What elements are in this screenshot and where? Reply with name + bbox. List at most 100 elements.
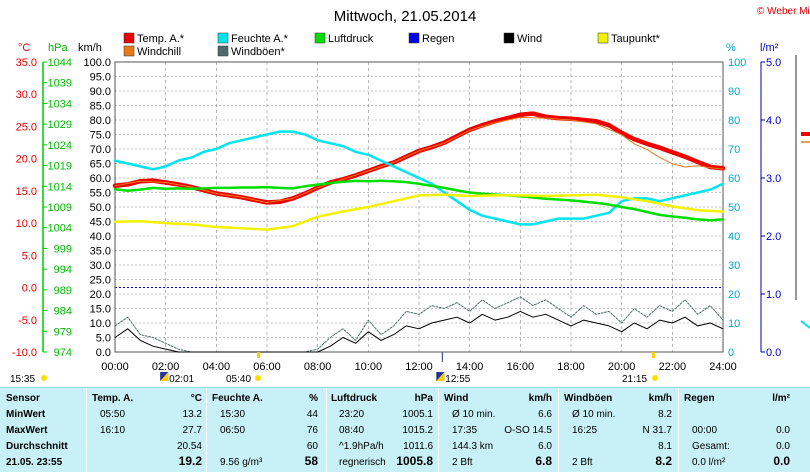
wind-tick-label: 70.0 <box>90 144 111 156</box>
moonset-label: 12:55 <box>445 374 470 385</box>
stat-value-gust: N 31.7 <box>642 425 672 436</box>
sunrise-dot <box>255 375 261 381</box>
humidity-tick-label: 30 <box>728 260 740 272</box>
temp-tick-label: 5.0 <box>22 250 37 262</box>
rain-tick-label: 0.0 <box>766 347 781 359</box>
stat-detail-hum: 9.56 g/m³ <box>220 457 263 468</box>
humidity-tick-label: 40 <box>728 231 740 243</box>
legend-swatch <box>408 32 420 44</box>
wind-tick-label: 55.0 <box>90 188 111 200</box>
stat-detail-temp: 16:10 <box>100 425 126 436</box>
rain-tick-label: 5.0 <box>766 57 781 69</box>
wind-tick-label: 40.0 <box>90 231 111 243</box>
legend-label: Temp. A.* <box>137 33 185 45</box>
legend-swatch <box>217 32 229 44</box>
stat-detail-temp: 05:50 <box>100 409 126 420</box>
plot-axes: °C hPa km/h% l/m² 35.0 30.0 25.0 20.0 15.0 10.0 5.… <box>12 42 781 373</box>
stat-value-gust: 8.2 <box>658 409 672 420</box>
rain-tick-label: 4.0 <box>766 115 781 127</box>
stat-value-press: 1011.6 <box>403 441 433 452</box>
time-tick-label: 06:00 <box>253 361 281 373</box>
time-tick-label: 00:00 <box>101 361 129 373</box>
stat-detail-press: 23:20 <box>339 409 365 420</box>
pressure-tick-label: 1039 <box>48 78 72 90</box>
sunset-dot <box>652 375 658 381</box>
stat-detail-gust: 2 Bft <box>572 457 593 468</box>
stat-detail-wind: 2 Bft <box>452 457 473 468</box>
legend-label: Luftdruck <box>328 33 374 45</box>
series-line-wind <box>114 310 724 353</box>
stat-value-wind: O-SO 14.5 <box>504 425 552 436</box>
stat-detail-press: ^1.9hPa/h <box>339 441 384 452</box>
wind-tick-label: 10.0 <box>90 318 111 330</box>
stat-value-press: 1005.8 <box>396 454 433 468</box>
temp-axis-unit: °C <box>18 42 30 54</box>
pressure-tick-label: 1034 <box>48 98 72 110</box>
header-hum: Feuchte A. <box>212 393 263 404</box>
wind-tick-label: 65.0 <box>90 159 111 171</box>
row-label: MinWert <box>6 409 46 420</box>
stat-detail-rain: 00:00 <box>692 425 718 436</box>
stat-value-temp: 13.2 <box>182 409 202 420</box>
time-tick-label: 10:00 <box>355 361 383 373</box>
time-tick-label: 24:00 <box>709 361 737 373</box>
wind-axis-unit: km/h <box>78 42 102 54</box>
stat-detail-gust: 16:25 <box>572 425 598 436</box>
stat-detail-wind: Ø 10 min. <box>452 409 496 420</box>
wind-tick-label: 35.0 <box>90 246 111 258</box>
stat-value-rain: 0.0 <box>776 425 790 436</box>
plot-series <box>112 111 726 353</box>
wind-tick-label: 90.0 <box>90 86 111 98</box>
stat-detail-hum: 15:30 <box>220 409 246 420</box>
legend-label: Windchill <box>137 46 181 58</box>
humidity-tick-label: 80 <box>728 115 740 127</box>
humidity-tick-label: 60 <box>728 173 740 185</box>
legend-swatch <box>597 32 609 44</box>
wind-tick-label: 100.0 <box>83 57 111 69</box>
pressure-tick-label: 1009 <box>48 202 72 214</box>
right-edge-fragments <box>795 55 810 329</box>
legend-swatch <box>314 32 326 44</box>
time-tick-label: 16:00 <box>507 361 535 373</box>
header-unit-press: hPa <box>414 393 433 404</box>
header-sensor: Sensor <box>6 393 40 404</box>
legend-label: Windböen* <box>231 46 286 58</box>
pressure-tick-label: 1014 <box>48 181 72 193</box>
time-tick-label: 08:00 <box>304 361 332 373</box>
wind-tick-label: 25.0 <box>90 275 111 287</box>
series-line-luftdruck <box>113 179 725 222</box>
wind-tick-label: 80.0 <box>90 115 111 127</box>
pressure-tick-label: 1019 <box>48 161 72 173</box>
series-line-windchill <box>114 116 724 203</box>
temp-tick-label: 35.0 <box>16 57 37 69</box>
stat-detail-rain: 0.0 l/m² <box>692 457 726 468</box>
pressure-tick-label: 984 <box>54 306 72 318</box>
header-unit-rain: l/m² <box>772 393 790 404</box>
time-tick-label: 12:00 <box>405 361 433 373</box>
series-line-taupunkt <box>113 193 725 231</box>
chart-title: Mittwoch, 21.05.2014 <box>334 8 477 25</box>
humidity-tick-label: 90 <box>728 86 740 98</box>
header-gust: Windböen <box>564 393 613 404</box>
column-divider <box>326 388 327 472</box>
legend-label: Wind <box>517 33 542 45</box>
temp-tick-label: 15.0 <box>16 186 37 198</box>
neighbour-humidity-fragment <box>800 320 810 329</box>
pressure-tick-label: 1029 <box>48 119 72 131</box>
wind-tick-label: 95.0 <box>90 72 111 84</box>
humidity-tick-label: 20 <box>728 289 740 301</box>
rain-tick-label: 2.0 <box>766 231 781 243</box>
header-unit-temp: °C <box>190 393 202 404</box>
humidity-tick-label: 0 <box>728 347 734 359</box>
stat-value-temp: 20.54 <box>176 441 202 452</box>
stat-detail-rain: Gesamt: <box>692 441 730 452</box>
column-divider <box>206 388 207 472</box>
pressure-tick-label: 974 <box>54 347 72 359</box>
stat-value-hum: 44 <box>306 409 318 420</box>
stat-detail-press: regnerisch <box>339 457 386 468</box>
stat-value-wind: 6.8 <box>535 454 552 468</box>
legend-swatch <box>123 45 135 57</box>
temp-tick-label: -5.0 <box>18 315 37 327</box>
temp-tick-label: 30.0 <box>16 89 37 101</box>
header-unit-wind: km/h <box>528 393 552 404</box>
